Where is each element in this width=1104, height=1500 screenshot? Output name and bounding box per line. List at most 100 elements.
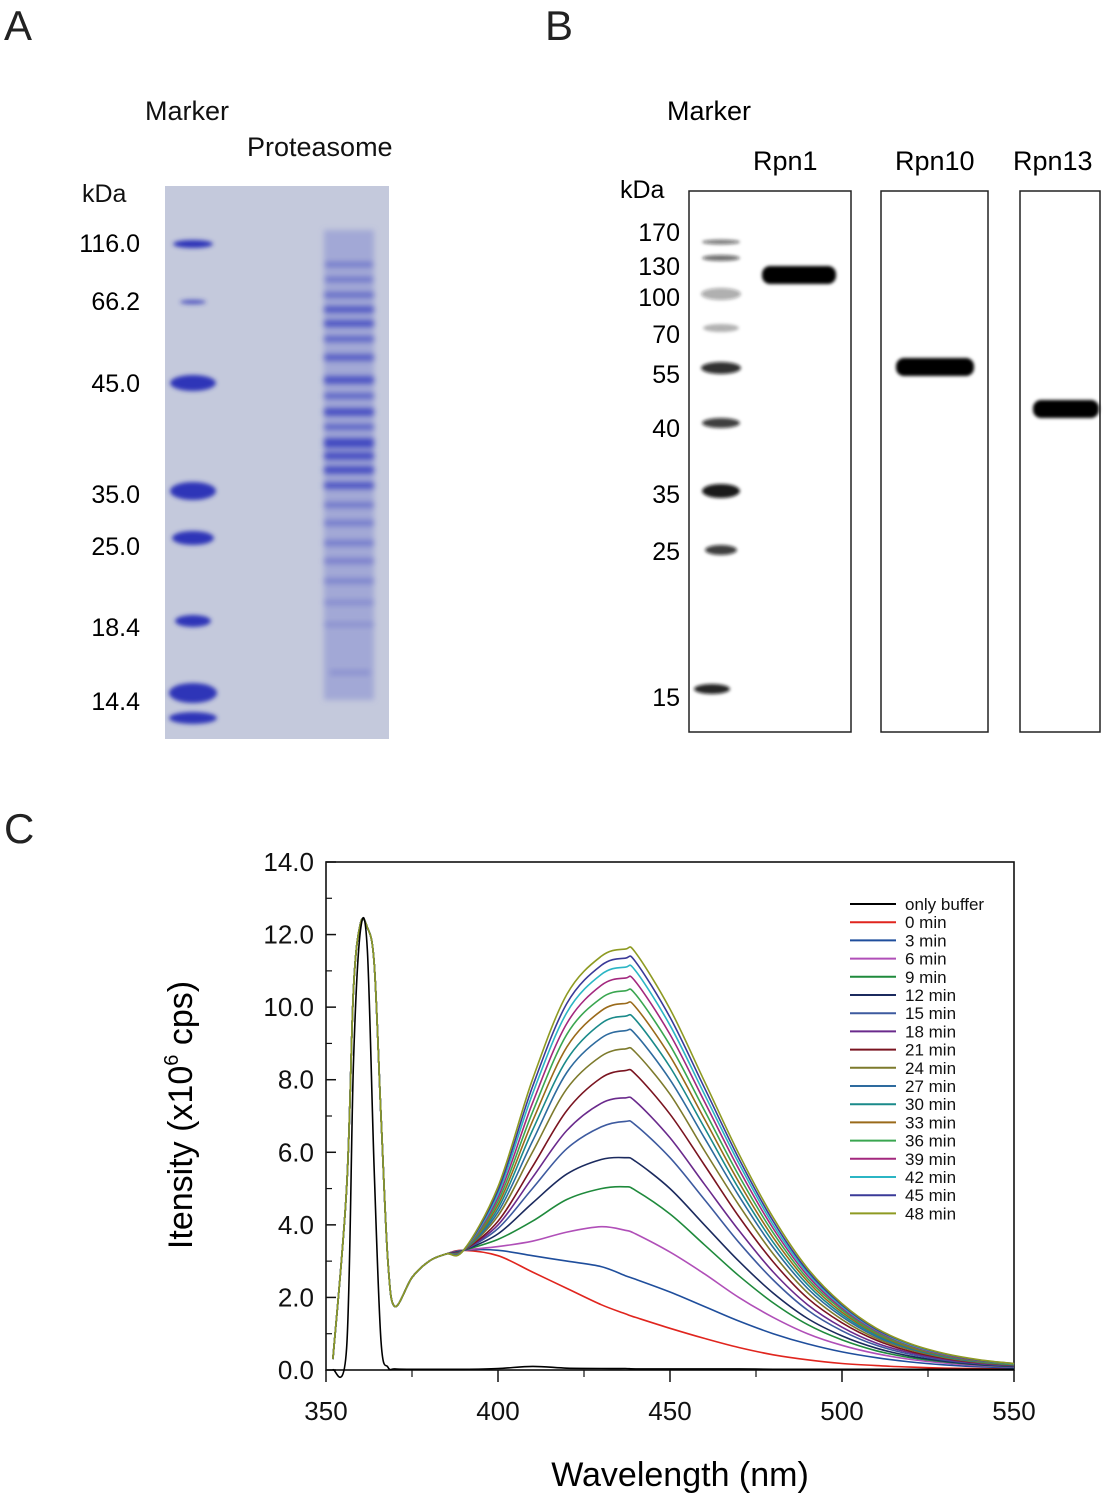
lane-label-rpn13: Rpn13 [1013,146,1093,176]
legend-label: 15 min [905,1004,956,1023]
ladder-label-b: 70 [652,321,680,349]
blot-band [705,545,737,555]
gel-band [324,502,374,508]
x-tick-label: 550 [992,1396,1035,1426]
ladder-label-a: 25.0 [91,533,140,561]
blot-band [701,362,741,374]
legend-label: 12 min [905,986,956,1005]
ladder-label-b: 35 [652,481,680,509]
gel-band [180,299,206,305]
legend-label: 48 min [905,1204,956,1223]
ladder-label-a: 35.0 [91,481,140,509]
gel-band [324,393,374,399]
y-tick-label: 0.0 [278,1355,314,1385]
x-tick-label: 450 [648,1396,691,1426]
panel-b-letter: B [545,2,573,49]
y-tick-label: 6.0 [278,1137,314,1167]
legend-label: 0 min [905,913,947,932]
legend-label: 42 min [905,1168,956,1187]
x-tick-label: 500 [820,1396,863,1426]
ladder-label-b: 40 [652,415,680,443]
panel-c-letter: C [4,805,34,852]
gel-band [173,240,213,248]
blot-band [694,684,730,694]
gel-band [170,375,216,391]
rpn13-band [1033,400,1099,418]
gel-band [172,531,214,545]
western-blot-rpn13 [1019,190,1101,733]
gel-band [169,712,217,724]
gel-band [325,262,373,267]
gel-band [324,466,374,474]
proteasome-lane-bands [324,230,374,700]
gel-band [324,558,374,564]
lane-label-rpn1: Rpn1 [753,146,818,176]
blot-target-bands [762,266,1099,418]
y-tick-label: 10.0 [263,992,314,1022]
gel-band [324,540,374,546]
ladder-label-a: 116.0 [79,230,140,258]
legend-label: 39 min [905,1150,956,1169]
gel-band [324,482,374,489]
panel-b-unit-label: kDa [620,176,665,204]
lane-label-rpn10: Rpn10 [895,146,975,176]
ladder-label-b: 170 [638,219,680,247]
ladder-label-a: 45.0 [91,370,140,398]
legend-label: 33 min [905,1113,956,1132]
gel-band [325,277,373,282]
legend-label: 45 min [905,1186,956,1205]
western-blot-rpn10 [880,190,989,733]
gel-band [170,482,216,500]
ladder-label-b: 15 [652,684,680,712]
y-tick-label: 2.0 [278,1282,314,1312]
blot-band [702,239,740,245]
gel-band [324,520,374,526]
y-axis-title-superscript: 6 [161,1055,183,1066]
gel-band [324,578,374,584]
panel-a-letter: A [4,2,32,49]
y-tick-label: 8.0 [278,1065,314,1095]
legend-label: 30 min [905,1095,956,1114]
y-tick-label: 12.0 [263,920,314,950]
panel-a-sample-label: Proteasome [247,132,393,162]
panel-a-unit-label: kDa [82,180,127,208]
gel-band [324,336,374,342]
gel-band [324,438,374,448]
ladder-label-b: 55 [652,361,680,389]
gel-band [324,306,374,313]
gel-band [324,230,374,700]
ladder-label-b: 25 [652,538,680,566]
gel-band [324,376,374,384]
gel-band [324,452,374,460]
panel-b: B Marker kDa Rpn1 Rpn10 Rpn13 170 130 10… [545,2,1101,733]
y-tick-label: 4.0 [278,1210,314,1240]
gel-band [169,683,217,703]
blot-band [702,418,740,428]
x-tick-label: 400 [476,1396,519,1426]
blot-band [701,288,741,300]
ladder-label-a: 18.4 [91,614,140,642]
rpn10-band [896,358,974,376]
gel-band [324,622,374,627]
legend-label: 18 min [905,1022,956,1041]
legend-label: 36 min [905,1132,956,1151]
legend-label: 24 min [905,1059,956,1078]
legend-label: 6 min [905,950,947,969]
blot-band [702,484,740,498]
y-axis-title-suffix: cps) [162,981,200,1055]
y-tick-label: 14.0 [263,847,314,877]
gel-band [324,408,374,416]
gel-band [330,670,370,675]
legend-label: only buffer [905,895,984,914]
blot-band [702,255,740,261]
panel-a: A Marker Proteasome kDa 116.0 66.2 45.0 … [4,2,393,739]
ladder-label-b: 130 [638,253,680,281]
x-axis-title: Wavelength (nm) [551,1456,809,1494]
marker-lane-bands [169,240,217,724]
legend-label: 3 min [905,931,947,950]
x-tick-label: 350 [304,1396,347,1426]
legend-label: 27 min [905,1077,956,1096]
ladder-label-b: 100 [638,284,680,312]
ladder-label-a: 66.2 [91,288,140,316]
panel-c-spectrum-chart: C Itensity (x106 cps) Wavelength (nm) 0.… [4,805,1036,1494]
